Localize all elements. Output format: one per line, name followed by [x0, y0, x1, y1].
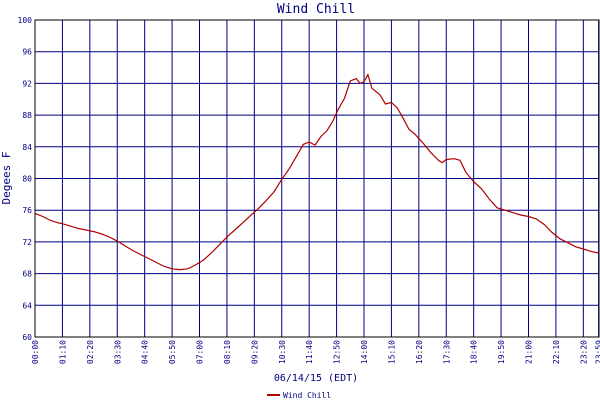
y-tick-label: 64: [22, 301, 32, 310]
y-tick-label: 72: [22, 238, 32, 247]
series-line-wind-chill: [34, 73, 599, 271]
plot-frame: [34, 19, 600, 338]
series-lines: [34, 73, 599, 271]
y-tick-labels: 60 64 68 72 76 80 84 88 92 96 100: [18, 16, 33, 342]
x-tick-label: 01:10: [58, 340, 67, 364]
legend-label: Wind Chill: [283, 391, 331, 400]
x-tick-label: 02:20: [86, 340, 95, 364]
y-tick-label: 96: [22, 48, 32, 57]
y-tick-label: 60: [22, 333, 32, 342]
grid: [34, 19, 600, 338]
x-tick-label: 09:20: [250, 340, 259, 364]
x-tick-label: 03:30: [113, 340, 122, 364]
legend: Wind Chill: [267, 391, 331, 400]
x-tick-label: 08:10: [223, 340, 232, 364]
x-axis-label: 06/14/15 (EDT): [274, 373, 358, 384]
y-tick-label: 100: [18, 16, 33, 25]
x-tick-label: 14:00: [360, 340, 369, 364]
x-tick-label: 19:50: [497, 340, 506, 364]
y-tick-label: 88: [22, 111, 32, 120]
x-tick-label: 23:59: [595, 340, 600, 364]
y-tick-label: 76: [22, 206, 32, 215]
x-tick-label: 05:50: [168, 340, 177, 364]
y-tick-label: 84: [22, 143, 32, 152]
x-tick-label: 23:20: [579, 340, 588, 364]
x-tick-label: 00:00: [31, 340, 40, 364]
chart-title: Wind Chill: [277, 2, 355, 17]
x-tick-label: 07:00: [196, 340, 205, 364]
x-tick-label: 17:30: [442, 340, 451, 364]
x-tick-label: 18:40: [470, 340, 479, 364]
y-tick-label: 68: [22, 270, 32, 279]
y-tick-label: 80: [22, 175, 32, 184]
y-axis-label: Degees F: [0, 152, 13, 205]
y-tick-label: 92: [22, 79, 32, 88]
x-tick-label: 15:10: [387, 340, 396, 364]
x-tick-label: 21:00: [525, 340, 534, 364]
x-tick-label: 11:40: [305, 340, 314, 364]
x-tick-label: 12:50: [333, 340, 342, 364]
x-tick-label: 04:40: [141, 340, 150, 364]
x-tick-labels: 00:00 01:10 02:20 03:30 04:40 05:50 07:00 08:10…: [31, 340, 600, 364]
x-tick-label: 22:10: [552, 340, 561, 364]
x-tick-label: 10:30: [278, 340, 287, 364]
x-tick-label: 16:20: [415, 340, 424, 364]
